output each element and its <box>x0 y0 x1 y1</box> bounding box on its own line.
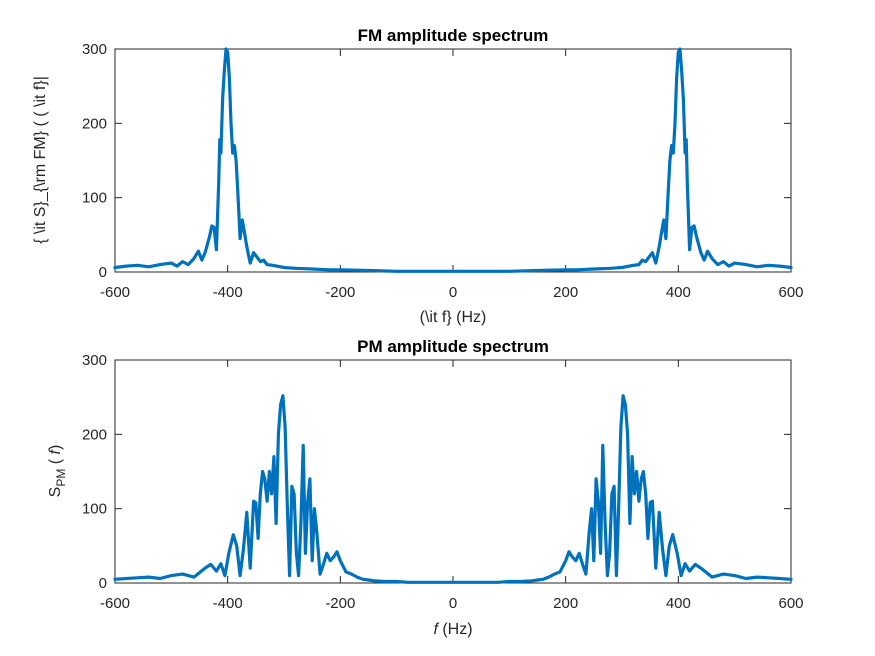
fm-y-tick-label: 0 <box>99 264 107 281</box>
pm-plot-frame <box>114 359 792 584</box>
pm-y-label-close: ) <box>47 445 64 450</box>
pm-x-label-symbol: f <box>433 621 439 638</box>
pm-y-tick-label: 100 <box>82 501 107 518</box>
pm-y-ticks: 0 100 200 300 <box>82 352 791 592</box>
pm-x-tick-label: -600 <box>100 595 130 612</box>
pm-y-tick-label: 300 <box>82 352 107 369</box>
pm-x-tick-label: 0 <box>449 595 457 612</box>
fm-x-tick-label: -400 <box>213 284 243 301</box>
fm-y-axis-label: { \it S}_{\rm FM} ( ( \it f}| <box>32 76 49 244</box>
pm-y-axis-label: SPM ( f) <box>47 445 68 498</box>
fm-x-tick-label: 600 <box>778 284 803 301</box>
pm-x-ticks: -600 -400 -200 0 200 400 600 <box>100 360 804 612</box>
pm-x-axis-label: f (Hz) <box>433 621 472 638</box>
fm-spectrum-line <box>113 47 793 273</box>
fm-x-axis-label: (\it f} (Hz) <box>420 309 487 326</box>
fm-y-ticks: 0 100 200 300 <box>82 41 791 281</box>
fm-y-tick-label: 100 <box>82 190 107 207</box>
pm-x-tick-label: -400 <box>213 595 243 612</box>
pm-x-tick-label: 400 <box>666 595 691 612</box>
pm-x-label-unit: (Hz) <box>438 621 473 638</box>
pm-y-label-s: S <box>47 487 64 498</box>
fm-y-tick-label: 300 <box>82 41 107 58</box>
pm-spectrum-axes: PM amplitude spectrum -600 -400 -200 0 200 40… <box>47 337 804 638</box>
fm-spectrum-axes: FM amplitude spectrum -600 -400 -200 0 200 40… <box>32 26 804 326</box>
fm-x-tick-label: 400 <box>666 284 691 301</box>
pm-x-tick-label: 600 <box>778 595 803 612</box>
fm-chart-title: FM amplitude spectrum <box>358 26 549 45</box>
pm-x-tick-label: 200 <box>553 595 578 612</box>
fm-x-tick-label: 200 <box>553 284 578 301</box>
pm-y-tick-label: 0 <box>99 575 107 592</box>
pm-spectrum-line <box>113 394 793 584</box>
pm-y-tick-label: 200 <box>82 426 107 443</box>
fm-x-tick-label: 0 <box>449 284 457 301</box>
fm-x-ticks: -600 -400 -200 0 200 400 600 <box>100 49 804 301</box>
fm-y-tick-label: 200 <box>82 115 107 132</box>
pm-x-tick-label: -200 <box>325 595 355 612</box>
pm-chart-title: PM amplitude spectrum <box>357 337 549 356</box>
pm-y-label-subscript: PM <box>54 469 68 487</box>
fm-x-tick-label: -600 <box>100 284 130 301</box>
fm-x-tick-label: -200 <box>325 284 355 301</box>
pm-y-label-paren: ( <box>47 454 64 468</box>
pm-y-label-f: f <box>47 448 64 454</box>
